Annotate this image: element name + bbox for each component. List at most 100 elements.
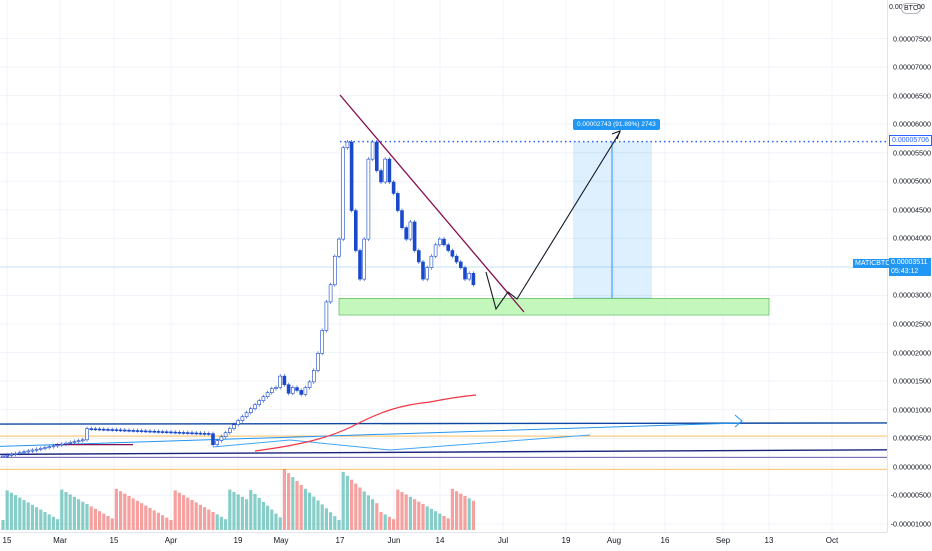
candle-body	[257, 400, 262, 405]
time-tick-label: 13	[764, 536, 774, 545]
candle-body	[194, 432, 198, 435]
volume-bar	[228, 489, 232, 530]
volume-bar	[98, 511, 102, 530]
volume-bar	[144, 505, 148, 530]
volume-bar	[140, 503, 144, 530]
candle-body	[59, 443, 64, 446]
blue-trend-arrowhead	[734, 414, 743, 428]
candle-body	[72, 441, 77, 443]
candle-body	[202, 432, 207, 435]
volume-bar	[211, 512, 215, 530]
price-tick-label: 0.00004500	[893, 205, 931, 215]
candle-body	[467, 273, 472, 280]
candle-body	[211, 433, 215, 445]
candle-body	[387, 158, 392, 183]
candle-body	[370, 141, 375, 160]
projection-path	[485, 131, 621, 311]
candle-body	[9, 454, 14, 456]
price-range-measure-label: 0.00002743 (91.89%) 2743	[573, 119, 660, 130]
candle-body	[286, 384, 291, 394]
candle-body	[186, 432, 190, 434]
candle-body	[303, 387, 308, 395]
volume-bar	[169, 520, 173, 530]
candle-body	[106, 429, 110, 431]
volume-bar	[358, 487, 362, 530]
volume-bar	[43, 512, 47, 530]
price-tick-label: 0.00000500	[893, 433, 931, 443]
volume-bar	[438, 513, 442, 530]
volume-bar	[396, 489, 400, 530]
chart-canvas[interactable]	[0, 0, 887, 532]
candle-body	[13, 453, 18, 455]
blue-trend-arrow	[0, 422, 741, 447]
candle-body	[190, 432, 194, 435]
volume-bar	[203, 507, 207, 530]
volume-bar	[39, 509, 43, 530]
volume-bar	[400, 492, 404, 530]
volume-bar	[463, 496, 467, 530]
candle-body	[169, 431, 173, 434]
volume-bar	[60, 489, 64, 530]
currency-button[interactable]: BTC	[901, 3, 921, 14]
time-axis[interactable]: 15 Mar 15 Apr 19 May 17 Jun 14 Jul 19 Aug 16 Sep 13 Oct	[0, 532, 887, 551]
volume-bar	[392, 519, 396, 530]
candle-body	[408, 221, 413, 240]
price-tick-label: 0.00004000	[893, 233, 931, 243]
volume-bar	[51, 516, 55, 530]
candle-body	[135, 430, 140, 432]
candle-body	[144, 430, 148, 433]
candle-body	[26, 450, 31, 453]
candle-body	[383, 158, 388, 183]
volume-bar	[232, 492, 236, 530]
volume-bar	[295, 481, 299, 530]
candle-body	[450, 250, 455, 257]
volume-bar	[379, 512, 383, 530]
volume-bar	[224, 519, 228, 530]
last-price-tag: 0.00003511	[889, 258, 931, 267]
volume-bar	[333, 516, 337, 530]
price-tick-label: 0.00006000	[893, 119, 931, 129]
candle-body	[181, 432, 186, 434]
volume-bar	[257, 497, 261, 530]
candle-body	[362, 238, 367, 280]
candle-body	[395, 193, 400, 211]
time-tick-label: Jun	[387, 536, 401, 545]
candle-body	[421, 261, 425, 280]
time-tick-label: Oct	[825, 536, 839, 545]
candle-body	[43, 447, 47, 449]
time-tick-label: 15	[109, 536, 119, 545]
volume-bar	[26, 502, 30, 530]
candle-body	[307, 381, 312, 388]
candle-body	[118, 429, 123, 432]
volume-bar	[215, 514, 219, 530]
candle-body	[76, 440, 81, 442]
candle-body	[416, 250, 421, 263]
volume-bar	[207, 509, 211, 530]
candle-body	[341, 147, 346, 240]
time-tick-label: 16	[660, 536, 670, 545]
volume-bar	[85, 504, 89, 530]
bar-countdown-tag: 05:43:12	[889, 267, 931, 276]
candle-body	[68, 442, 72, 444]
time-tick-label: Sep	[715, 536, 731, 545]
candle-body	[437, 238, 442, 246]
price-tick-label: -0.00001000	[890, 519, 931, 529]
volume-bar	[102, 513, 106, 530]
candle-body	[165, 431, 169, 434]
volume-bar	[56, 519, 60, 530]
channel-line-bottom	[0, 449, 887, 456]
volume-bar	[320, 504, 324, 530]
candle-body	[320, 330, 325, 354]
volume-bar	[287, 473, 291, 530]
candle-body	[219, 436, 224, 441]
candle-body	[458, 261, 463, 268]
candle-body	[156, 431, 161, 433]
candle-body	[51, 445, 56, 448]
candle-body	[22, 451, 26, 454]
candle-body	[349, 141, 354, 211]
volume-bar	[455, 491, 459, 530]
volume-bar	[14, 495, 18, 530]
time-tick-label: Mar	[53, 536, 67, 545]
candle-body	[299, 390, 304, 395]
volume-bar	[417, 501, 421, 530]
